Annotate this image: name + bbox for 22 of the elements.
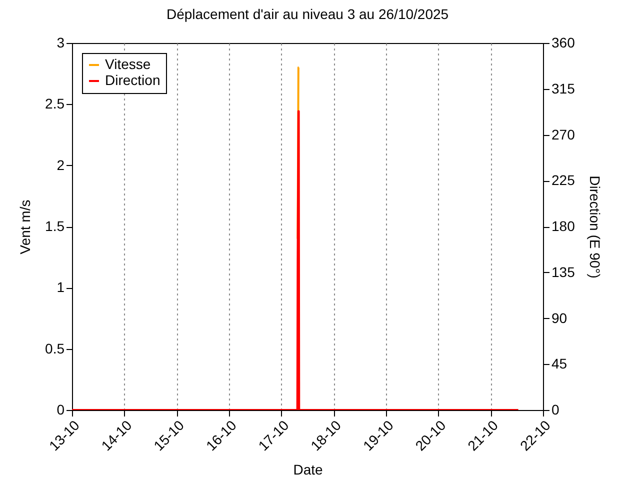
y2-tick-label: 45 — [552, 356, 568, 372]
y-axis-title: Vent m/s — [17, 200, 34, 254]
y2-tick-label: 270 — [552, 126, 576, 142]
y-tick-label: 2 — [56, 156, 65, 173]
y-tick-label: 0.5 — [45, 340, 65, 356]
y2-tick-label: 135 — [552, 264, 576, 280]
y-tick-label: 0 — [56, 402, 65, 418]
legend-label: Vitesse — [105, 56, 151, 72]
y-tick-label: 3 — [56, 34, 65, 50]
y2-axis-title: Direction (E 90°) — [586, 176, 603, 278]
y-tick-label: 1 — [56, 279, 65, 296]
y2-tick-label: 225 — [552, 172, 576, 188]
y2-tick-label: 315 — [552, 80, 576, 96]
y2-tick-label: 180 — [552, 218, 576, 234]
legend-label: Direction — [105, 72, 160, 88]
y-tick-label: 1.5 — [45, 218, 65, 234]
chart-title: Déplacement d'air au niveau 3 au 26/10/2025 — [166, 6, 449, 22]
y2-tick-label: 360 — [552, 34, 576, 50]
y2-tick-label: 90 — [552, 310, 568, 326]
x-axis-title: Date — [293, 462, 323, 478]
y2-tick-label: 0 — [552, 402, 560, 418]
y-tick-label: 2.5 — [45, 96, 65, 112]
